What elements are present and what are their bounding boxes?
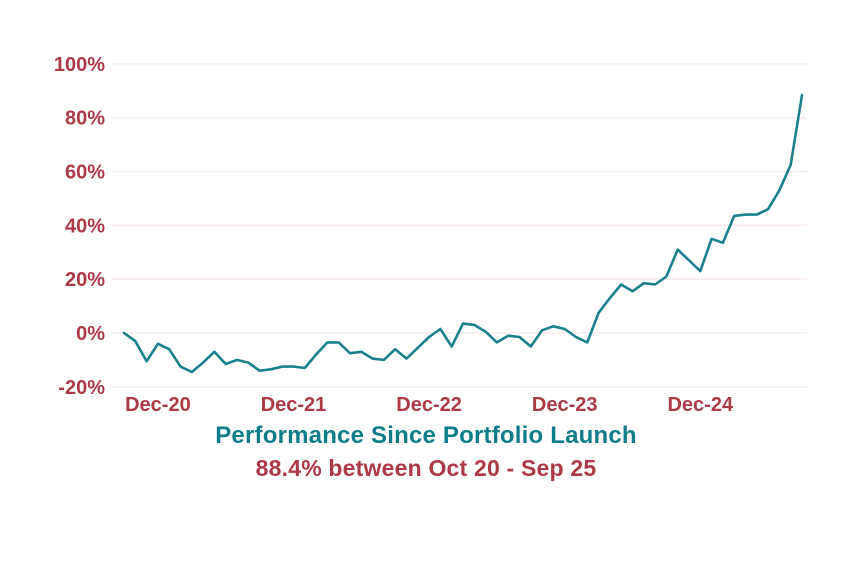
y-tick-label: 20% xyxy=(65,269,105,291)
gridlines xyxy=(112,63,807,388)
y-tick-label: 0% xyxy=(76,323,105,345)
x-tick-label: Dec-21 xyxy=(261,394,327,416)
chart-title: Performance Since Portfolio Launch xyxy=(215,422,637,449)
performance-line xyxy=(122,93,804,374)
y-tick-label: 100% xyxy=(54,54,105,76)
x-axis-labels: Dec-20 Dec-21 Dec-22 Dec-23 Dec-24 xyxy=(125,394,734,416)
y-axis-labels: 100% 80% 60% 40% 20% 0% -20% xyxy=(54,54,105,399)
y-tick-label: -20% xyxy=(58,377,105,399)
x-tick-label: Dec-20 xyxy=(125,394,191,416)
x-tick-label: Dec-22 xyxy=(396,394,462,416)
y-tick-label: 80% xyxy=(65,108,105,130)
x-tick-label: Dec-23 xyxy=(532,394,598,416)
chart-subtitle: 88.4% between Oct 20 - Sep 25 xyxy=(255,455,597,481)
y-tick-label: 40% xyxy=(65,215,105,237)
x-tick-label: Dec-24 xyxy=(667,394,733,416)
y-tick-label: 60% xyxy=(65,162,105,184)
